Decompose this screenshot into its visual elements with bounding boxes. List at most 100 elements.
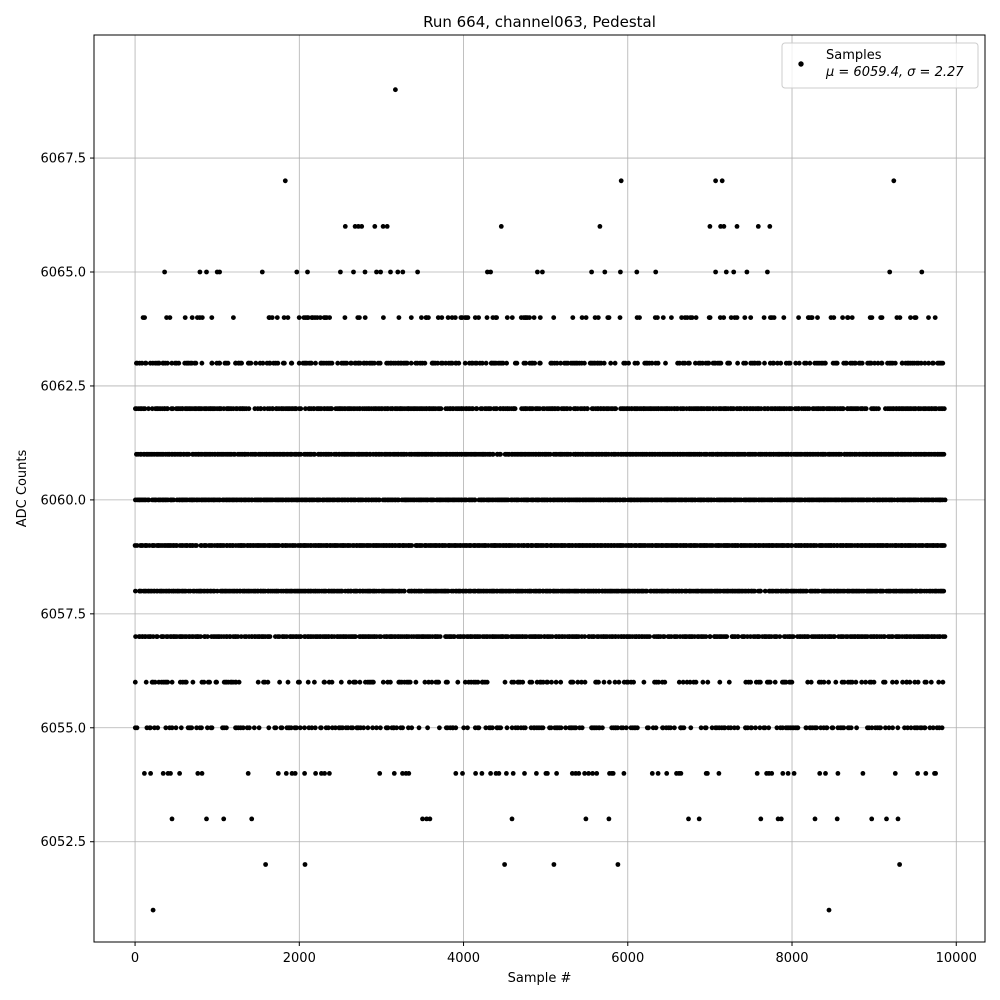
- data-point: [815, 315, 820, 320]
- data-point: [940, 360, 946, 366]
- data-point: [803, 360, 809, 366]
- data-points: [132, 87, 948, 913]
- data-point: [510, 771, 516, 776]
- data-point: [549, 634, 555, 639]
- data-point: [551, 862, 557, 867]
- data-point: [437, 634, 443, 639]
- data-point: [602, 269, 608, 275]
- data-point: [613, 406, 619, 412]
- data-point: [504, 771, 509, 776]
- data-point: [814, 725, 819, 731]
- data-point: [388, 679, 393, 685]
- data-point: [933, 771, 938, 776]
- data-point: [927, 725, 933, 731]
- data-point: [897, 862, 902, 867]
- data-point: [279, 725, 285, 731]
- data-point: [283, 771, 289, 776]
- data-point: [928, 679, 934, 685]
- data-point: [534, 771, 539, 776]
- data-point: [199, 360, 205, 366]
- data-point: [199, 725, 204, 731]
- data-point: [178, 725, 184, 731]
- data-point: [596, 679, 601, 685]
- data-point: [777, 634, 783, 639]
- data-point: [205, 634, 210, 639]
- data-point: [892, 360, 898, 366]
- data-point: [849, 315, 855, 320]
- x-tick-label: 0: [131, 951, 139, 966]
- data-point: [868, 360, 874, 366]
- y-tick-label: 6067.5: [41, 152, 87, 167]
- data-point: [545, 679, 550, 685]
- data-point: [349, 360, 354, 366]
- data-point: [618, 269, 623, 275]
- data-point: [743, 360, 749, 366]
- data-point: [214, 679, 220, 685]
- data-point: [664, 771, 670, 776]
- data-point: [150, 907, 156, 913]
- data-point: [500, 360, 506, 366]
- data-point: [282, 178, 288, 184]
- data-point: [853, 679, 859, 685]
- data-point: [718, 224, 723, 229]
- data-point: [771, 315, 777, 320]
- data-point: [176, 360, 182, 366]
- data-point: [247, 725, 252, 731]
- data-point: [796, 360, 802, 366]
- data-point: [655, 771, 661, 776]
- data-point: [177, 771, 183, 776]
- data-point: [267, 634, 273, 639]
- data-point: [400, 725, 405, 731]
- data-point: [816, 588, 821, 594]
- data-point: [531, 315, 537, 320]
- data-point: [275, 360, 281, 366]
- y-tick-label: 6052.5: [41, 835, 87, 850]
- data-point: [869, 816, 875, 822]
- data-point: [809, 315, 815, 320]
- data-point: [812, 816, 818, 822]
- data-point: [351, 269, 356, 275]
- data-point: [347, 679, 352, 685]
- data-point: [409, 543, 415, 548]
- data-point: [197, 269, 203, 275]
- data-point: [169, 360, 175, 366]
- data-point: [863, 406, 869, 412]
- data-point: [322, 771, 327, 776]
- data-point: [155, 725, 161, 731]
- data-point: [875, 360, 881, 366]
- data-point: [452, 634, 457, 639]
- data-point: [570, 679, 576, 685]
- data-point: [558, 360, 563, 366]
- data-point: [693, 315, 699, 320]
- data-point: [849, 679, 855, 685]
- data-point: [900, 679, 905, 685]
- data-point: [277, 679, 282, 685]
- data-point: [823, 360, 828, 366]
- data-point: [168, 771, 173, 776]
- data-point: [600, 725, 605, 731]
- data-point: [635, 725, 640, 731]
- data-point: [717, 679, 723, 685]
- data-point: [470, 406, 476, 412]
- data-point: [734, 315, 740, 320]
- data-point: [134, 543, 140, 548]
- data-point: [646, 725, 651, 731]
- data-point: [190, 679, 196, 685]
- data-point: [583, 816, 589, 822]
- data-point: [752, 588, 758, 594]
- data-point: [894, 679, 899, 685]
- data-point: [148, 725, 153, 731]
- data-point: [327, 315, 332, 320]
- data-point: [831, 315, 837, 320]
- legend-series-label: Samples: [826, 48, 882, 63]
- data-point: [298, 406, 304, 412]
- data-point: [761, 315, 767, 320]
- data-point: [610, 771, 616, 776]
- data-point: [169, 816, 175, 822]
- data-point: [490, 725, 495, 731]
- data-point: [504, 315, 510, 320]
- data-point: [498, 725, 504, 731]
- data-point: [274, 315, 280, 320]
- data-point: [835, 771, 841, 776]
- data-point: [573, 725, 579, 731]
